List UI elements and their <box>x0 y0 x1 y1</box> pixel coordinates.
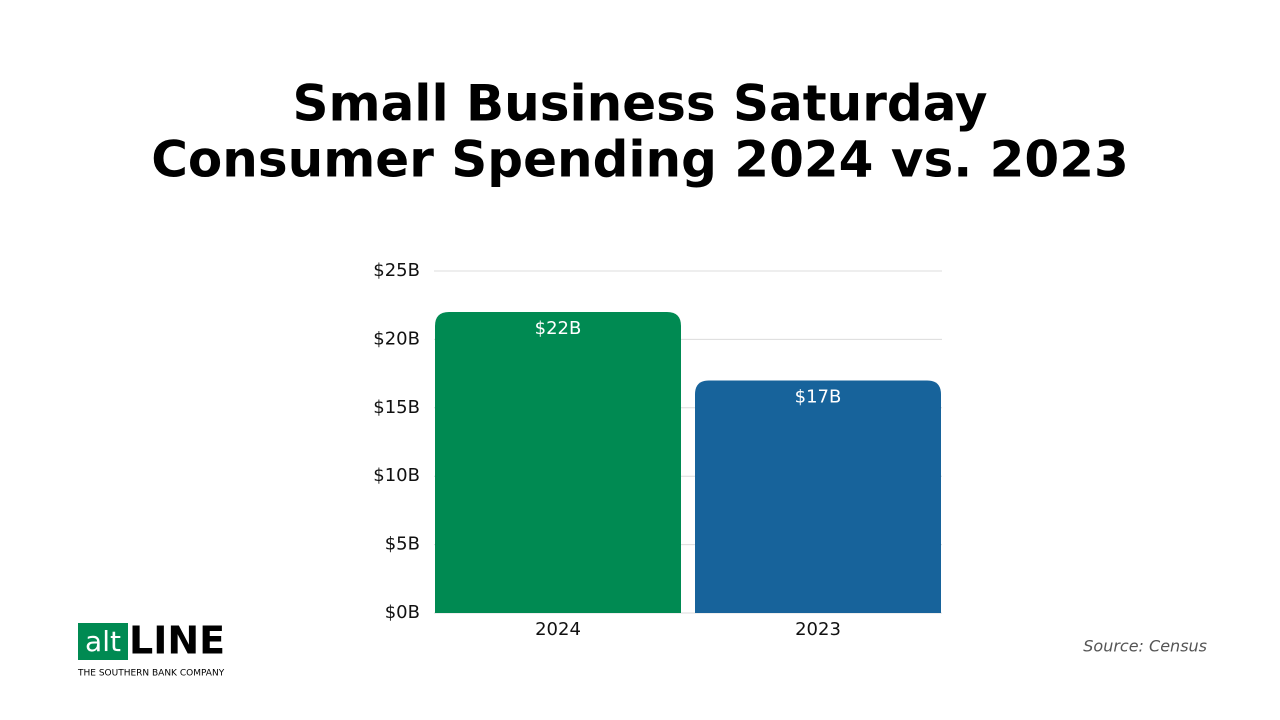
y-tick-label: $0B <box>385 602 420 623</box>
logo-tagline: THE SOUTHERN BANK COMPANY <box>77 669 225 679</box>
y-tick-label: $25B <box>373 260 420 281</box>
y-tick-label: $15B <box>373 397 420 418</box>
logo-mark: alt <box>85 625 121 658</box>
x-tick-label: 2024 <box>535 619 581 640</box>
x-tick-label: 2023 <box>795 619 841 640</box>
logo-box <box>78 623 128 660</box>
bar <box>695 380 941 613</box>
source-note: Source: Census <box>1083 637 1207 656</box>
logo: alt LINE THE SOUTHERN BANK COMPANY <box>77 619 225 679</box>
y-tick-label: $10B <box>373 465 420 486</box>
y-tick-label: $5B <box>385 534 420 555</box>
chart-title: Small Business Saturday <box>292 75 987 133</box>
logo-name: LINE <box>129 619 225 663</box>
bar <box>435 312 681 613</box>
value-label: $17B <box>795 386 842 407</box>
y-tick-label: $20B <box>373 328 420 349</box>
value-label: $22B <box>535 318 582 339</box>
chart-title: Consumer Spending 2024 vs. 2023 <box>151 131 1129 189</box>
